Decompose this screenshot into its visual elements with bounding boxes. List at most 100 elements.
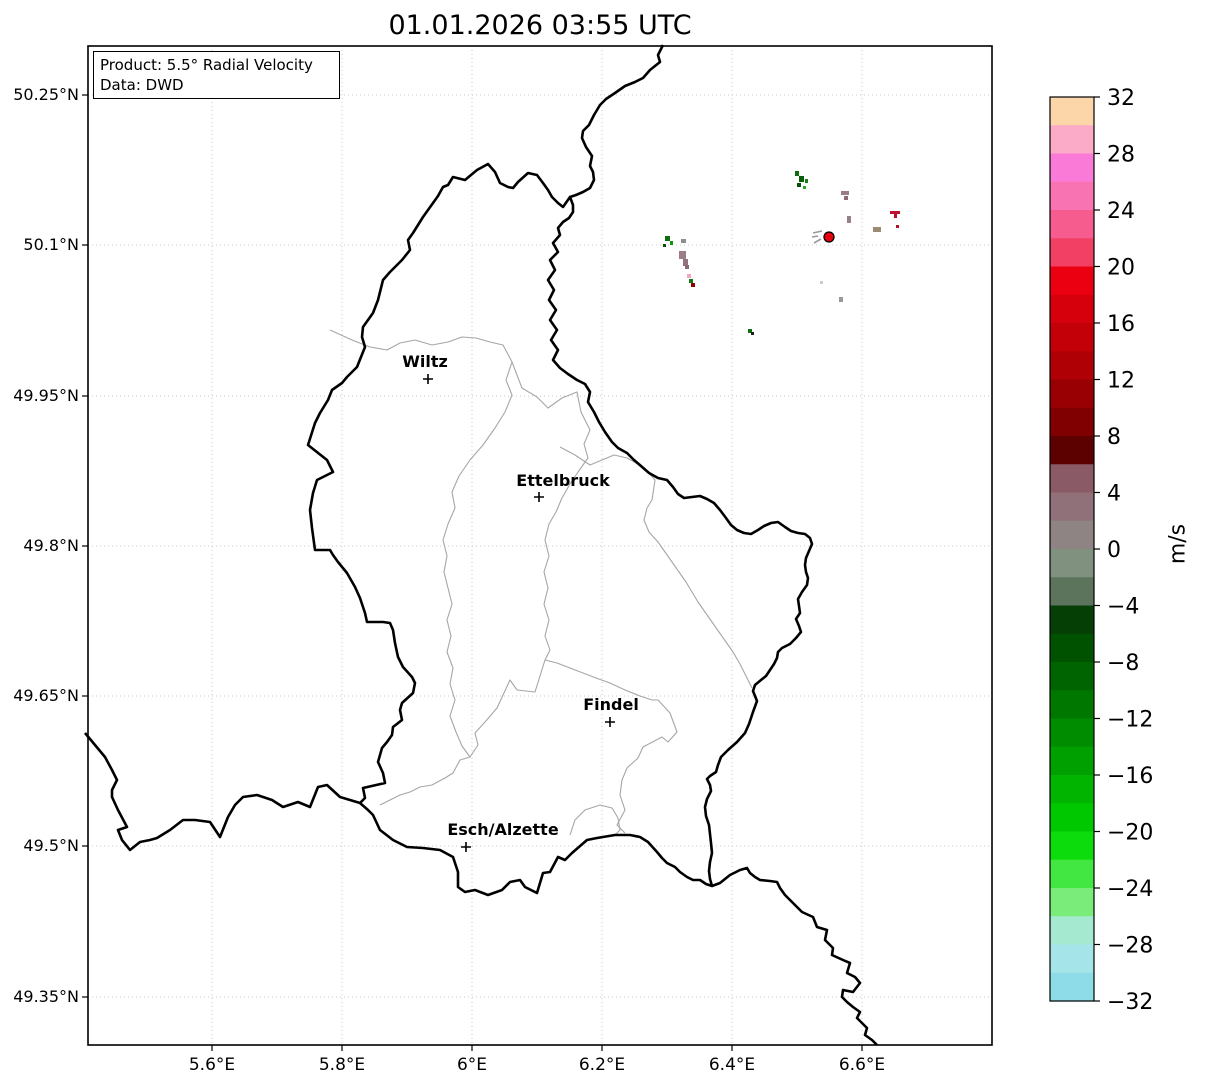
radar-echo [685, 265, 689, 269]
x-tick-label: 6.6°E [839, 1055, 885, 1075]
radar-spoke-dash [813, 238, 822, 244]
radar-echo [691, 276, 694, 279]
colorbar-segment [1050, 436, 1094, 465]
colorbar-segment [1050, 859, 1094, 889]
y-tick-label: 49.5°N [23, 836, 79, 855]
radar-echo [890, 211, 900, 214]
colorbar-segment [1050, 888, 1094, 917]
radar-echo [687, 274, 691, 278]
radar-echo [803, 186, 806, 189]
radar-echo [841, 191, 849, 195]
radar-echo [820, 281, 823, 284]
canton-border [329, 329, 513, 363]
colorbar-tick-label: 32 [1107, 86, 1135, 111]
colorbar-tick-label: −20 [1107, 821, 1153, 846]
radar-echo [894, 214, 897, 218]
x-tick-label: 6°E [457, 1055, 487, 1075]
radar-echo [683, 259, 688, 266]
city-plus-marker [605, 717, 615, 727]
canton-border [544, 659, 678, 834]
colorbar-segment [1050, 294, 1094, 324]
city-label: Ettelbruck [516, 471, 610, 490]
radar-echo [751, 332, 754, 335]
colorbar-segment [1050, 407, 1094, 437]
colorbar-segment [1050, 916, 1094, 946]
colorbar-segment [1050, 210, 1094, 239]
city-plus-marker [423, 374, 433, 384]
colorbar-segment [1050, 351, 1094, 381]
colorbar-tick-label: 28 [1107, 143, 1135, 168]
colorbar-segment [1050, 520, 1094, 550]
x-tick-label: 5.8°E [319, 1055, 365, 1075]
colorbar-segment [1050, 972, 1094, 1002]
colorbar-segment [1050, 633, 1094, 663]
radar-echo [663, 244, 666, 247]
radar-echo [681, 239, 686, 243]
radar-echo [691, 283, 695, 287]
colorbar-segment [1050, 492, 1094, 522]
luxembourg-border [306, 162, 814, 897]
colorbar-segment [1050, 379, 1094, 409]
colorbar-unit-label: m/s [1165, 523, 1191, 565]
city-label: Findel [583, 695, 639, 714]
radar-echo [799, 176, 804, 182]
figure-title: 01.01.2026 03:55 UTC [388, 10, 692, 41]
colorbar-tick-label: 20 [1107, 256, 1135, 281]
y-tick-label: 50.25°N [13, 85, 79, 104]
colorbar-segment [1050, 125, 1094, 155]
radar-echo [844, 196, 848, 200]
radar-echo [805, 179, 808, 183]
colorbar-tick-label: −4 [1107, 595, 1139, 620]
y-tick-label: 49.8°N [23, 536, 79, 555]
product-label: Product: 5.5° Radial Velocity [100, 56, 313, 74]
canton-border [469, 361, 591, 758]
canton-border [379, 361, 513, 806]
colorbar-segment [1050, 605, 1094, 635]
radar-echo [839, 297, 843, 302]
x-tick-label: 6.4°E [709, 1055, 755, 1075]
colorbar-tick-label: −8 [1107, 651, 1139, 676]
y-tick-label: 49.95°N [13, 386, 79, 405]
city-label: Esch/Alzette [447, 820, 559, 839]
colorbar-segment [1050, 690, 1094, 720]
colorbar-segment [1050, 238, 1094, 268]
colorbar-tick-label: 12 [1107, 369, 1135, 394]
france-germany-border [711, 866, 878, 1046]
y-tick-label: 49.35°N [13, 987, 79, 1006]
radar-echo [665, 236, 670, 241]
colorbar-segment [1050, 153, 1094, 183]
colorbar-tick-label: −24 [1107, 877, 1153, 902]
colorbar-segment [1050, 662, 1094, 691]
city-label: Wiltz [402, 352, 448, 371]
city-plus-marker [461, 842, 471, 852]
canton-border [569, 804, 621, 836]
colorbar-segment [1050, 97, 1094, 126]
colorbar-segment [1050, 775, 1094, 804]
y-tick-label: 50.1°N [23, 235, 79, 254]
radar-echo [795, 171, 799, 176]
colorbar-segment [1050, 266, 1094, 296]
colorbar-tick-label: −16 [1107, 764, 1153, 789]
colorbar-segment [1050, 577, 1094, 607]
radar-echo [797, 183, 801, 187]
colorbar-segment [1050, 181, 1094, 211]
colorbar-segment [1050, 323, 1094, 352]
radar-echo [689, 279, 693, 283]
radar-echo [873, 227, 881, 232]
colorbar-tick-label: −28 [1107, 934, 1153, 959]
radar-echo [847, 216, 851, 223]
y-tick-label: 49.65°N [13, 686, 79, 705]
colorbar-segment [1050, 831, 1094, 861]
france-belgium-border [84, 732, 361, 852]
radar-echo [748, 329, 752, 333]
data-source-label: Data: DWD [100, 76, 184, 94]
colorbar-tick-label: 4 [1107, 482, 1121, 507]
plot-frame [87, 45, 993, 1046]
radar-echo [679, 251, 686, 259]
x-tick-label: 6.2°E [579, 1055, 625, 1075]
colorbar-tick-label: 24 [1107, 199, 1135, 224]
radar-spoke-dash [812, 230, 823, 234]
radar-echo [896, 225, 899, 228]
